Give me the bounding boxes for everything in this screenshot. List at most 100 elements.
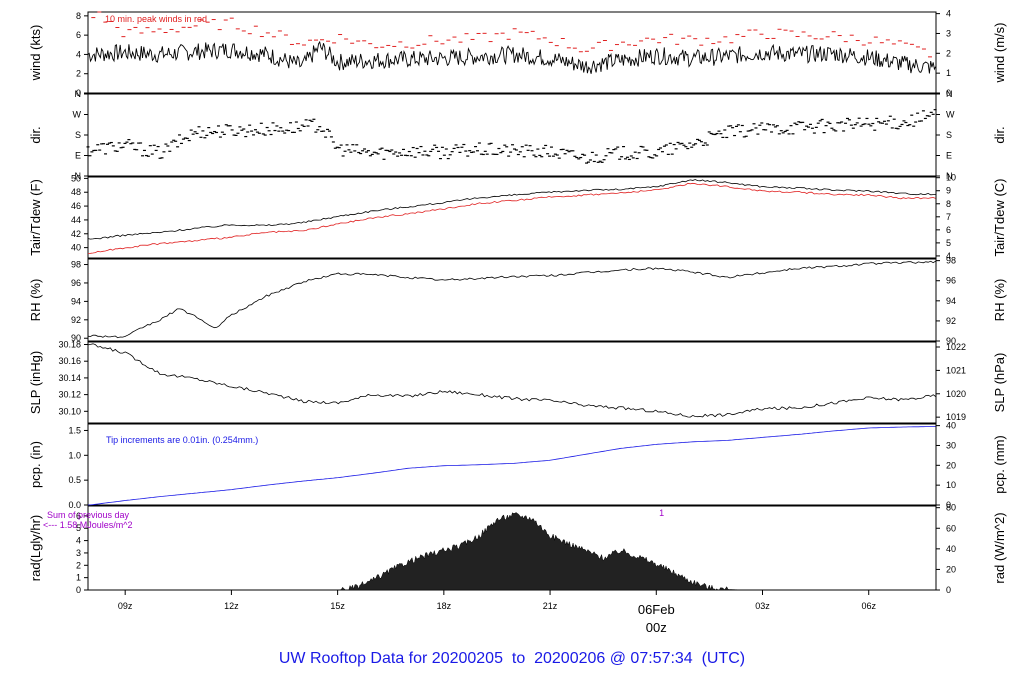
data-point-wind bbox=[935, 67, 936, 68]
left-tick-label: W bbox=[73, 110, 82, 120]
right-tick-label: 92 bbox=[946, 316, 956, 326]
time-tick-label: 12z bbox=[224, 601, 239, 611]
data-point-Tair bbox=[833, 190, 834, 191]
left-tick-label: E bbox=[75, 151, 81, 161]
panel-frame bbox=[87, 176, 937, 259]
data-point-RH bbox=[213, 328, 214, 329]
data-point-Tair bbox=[904, 193, 905, 194]
data-point-precipitation bbox=[372, 473, 373, 474]
data-point-RH bbox=[656, 268, 657, 269]
left-tick-label: 98 bbox=[71, 260, 81, 270]
data-point-SLP bbox=[726, 414, 727, 415]
data-point-Tdew bbox=[762, 190, 763, 191]
right-tick-label: 20 bbox=[946, 564, 956, 574]
data-point-Tdew bbox=[302, 230, 303, 231]
right-tick-label: 6 bbox=[946, 225, 951, 235]
data-point-Tair bbox=[797, 187, 798, 188]
panel-1 bbox=[84, 93, 940, 177]
left-tick-label: 2 bbox=[76, 560, 81, 570]
left-tick-label: 2 bbox=[76, 69, 81, 79]
left-tick-label: 42 bbox=[71, 229, 81, 239]
data-point-wind bbox=[231, 49, 232, 50]
data-point-SLP bbox=[549, 400, 550, 401]
data-point-Tair bbox=[620, 189, 621, 190]
left-tick-label: 30.12 bbox=[58, 390, 81, 400]
right-tick-label: 90 bbox=[946, 336, 956, 346]
y-axis-label-left: RH (%) bbox=[28, 279, 43, 322]
data-point-precipitation bbox=[868, 427, 869, 428]
time-tick-label: 18z bbox=[437, 601, 452, 611]
right-tick-label: 30 bbox=[946, 440, 956, 450]
data-point-wind bbox=[160, 54, 161, 55]
right-tick-label: 10 bbox=[946, 480, 956, 490]
data-point-SLP bbox=[408, 396, 409, 397]
data-point-SLP bbox=[656, 411, 657, 412]
data-point-precipitation bbox=[620, 448, 621, 449]
right-tick-label: 1022 bbox=[946, 342, 966, 352]
left-tick-label: 3 bbox=[76, 548, 81, 558]
data-point-wind bbox=[266, 54, 267, 55]
data-point-Tdew bbox=[868, 194, 869, 195]
data-point-Tair bbox=[762, 186, 763, 187]
left-tick-label: 96 bbox=[71, 278, 81, 288]
right-tick-label: 8 bbox=[946, 199, 951, 209]
data-point-Tdew bbox=[443, 208, 444, 209]
y-axis-label-right: rad (W/m^2) bbox=[992, 512, 1007, 583]
data-point-RH bbox=[178, 308, 179, 309]
data-point-SLP bbox=[302, 401, 303, 402]
y-axis-label-right: RH (%) bbox=[992, 279, 1007, 322]
data-point-Tair bbox=[656, 186, 657, 187]
data-point-precipitation bbox=[585, 454, 586, 455]
y-axis-label-right: wind (m/s) bbox=[992, 23, 1007, 84]
y-axis-label-right: dir. bbox=[992, 126, 1007, 143]
data-point-Tair bbox=[935, 194, 936, 195]
left-tick-label: 1 bbox=[76, 573, 81, 583]
panel-frame bbox=[87, 11, 937, 94]
data-point-Tair bbox=[514, 194, 515, 195]
right-tick-label: N bbox=[946, 89, 953, 99]
series-line-precipitation bbox=[87, 426, 936, 506]
data-point-Tair bbox=[125, 235, 126, 236]
data-point-SLP bbox=[160, 373, 161, 374]
panel-6 bbox=[84, 505, 940, 591]
data-point-precipitation bbox=[266, 485, 267, 486]
data-point-RH bbox=[443, 280, 444, 281]
radiation-sum-value: <--- 1.58 MJoules/m^2 bbox=[43, 520, 133, 530]
y-axis-label-right: SLP (hPa) bbox=[992, 353, 1007, 413]
panel-frame bbox=[87, 341, 937, 424]
left-tick-label: 90 bbox=[71, 333, 81, 343]
radiation-sum-note: Sum of previous day bbox=[47, 510, 130, 520]
right-tick-label: 20 bbox=[946, 460, 956, 470]
data-point-Tdew bbox=[797, 192, 798, 193]
y-axis-label-left: SLP (inHg) bbox=[28, 351, 43, 414]
right-tick-label: 2 bbox=[946, 48, 951, 58]
data-point-SLP bbox=[479, 394, 480, 395]
data-point-Tair bbox=[231, 224, 232, 225]
right-tick-label: 40 bbox=[946, 544, 956, 554]
left-tick-label: 94 bbox=[71, 296, 81, 306]
y-axis-label-left: pcp. (in) bbox=[28, 441, 43, 488]
left-tick-label: 8 bbox=[76, 11, 81, 21]
data-point-RH bbox=[195, 316, 196, 317]
data-point-wind bbox=[868, 57, 869, 58]
data-point-wind bbox=[762, 52, 763, 53]
data-point-RH bbox=[479, 278, 480, 279]
y-axis-label-right: Tair/Tdew (C) bbox=[992, 178, 1007, 256]
data-point-SLP bbox=[125, 352, 126, 353]
left-tick-label: 6 bbox=[76, 511, 81, 521]
right-tick-label: 5 bbox=[946, 238, 951, 248]
data-point-SLP bbox=[833, 402, 834, 403]
data-point-Tair bbox=[479, 197, 480, 198]
data-point-precipitation bbox=[656, 444, 657, 445]
data-point-Tdew bbox=[935, 197, 936, 198]
right-tick-label: 1019 bbox=[946, 412, 966, 422]
data-point-Tair bbox=[266, 225, 267, 226]
data-point-precipitation bbox=[833, 430, 834, 431]
right-tick-label: 1 bbox=[946, 68, 951, 78]
time-tick-label: 09z bbox=[118, 601, 133, 611]
data-point-Tair bbox=[443, 202, 444, 203]
left-tick-label: S bbox=[75, 130, 81, 140]
data-point-precipitation bbox=[160, 496, 161, 497]
data-point-RH bbox=[266, 295, 267, 296]
left-tick-label: 1.0 bbox=[68, 450, 81, 460]
